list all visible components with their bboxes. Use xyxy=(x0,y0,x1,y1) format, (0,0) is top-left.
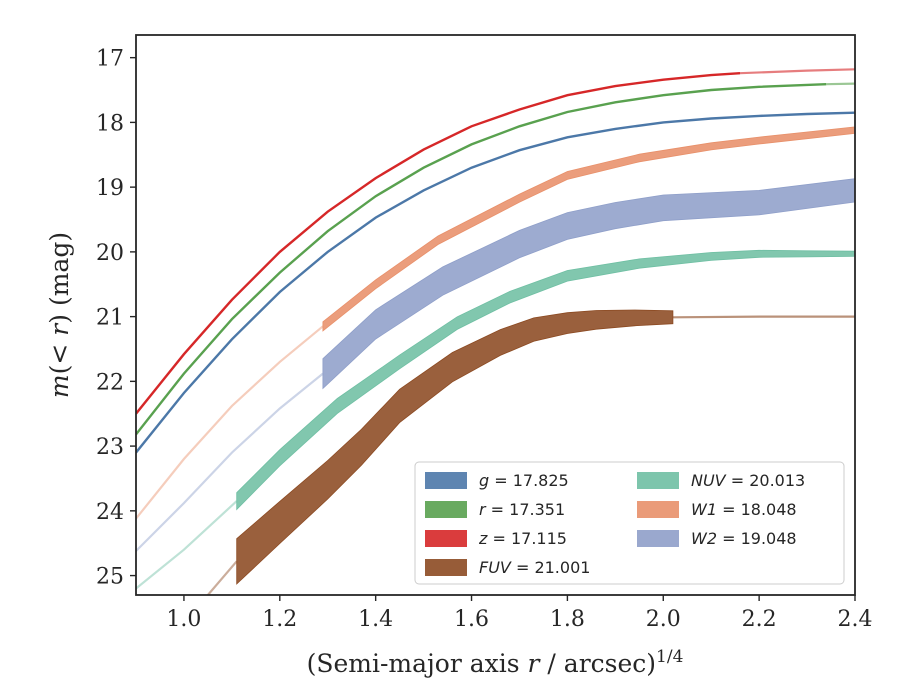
legend-swatch-w1 xyxy=(637,501,679,518)
r-series-faded-end xyxy=(826,82,855,86)
w1-series-faded-start xyxy=(136,325,324,520)
legend-swatch-g xyxy=(425,472,467,489)
w2-series-faded-start xyxy=(136,372,324,552)
w2-series-band xyxy=(322,178,855,390)
x-tick-label: 1.6 xyxy=(454,607,489,632)
plot-frame xyxy=(135,34,856,596)
legend-swatch-w2 xyxy=(637,530,679,547)
y-tick-label: 22 xyxy=(96,370,124,395)
legend-swatch-nuv xyxy=(637,472,679,489)
legend-label-r: r = 17.351 xyxy=(479,500,565,519)
y-tick-label: 24 xyxy=(96,500,124,525)
legend-box xyxy=(414,461,845,585)
legend-swatch-z xyxy=(425,530,467,547)
y-tick-label: 21 xyxy=(96,306,124,331)
x-tick-label: 1.4 xyxy=(358,607,393,632)
x-tick-label: 1.2 xyxy=(262,607,297,632)
nuv-series-band xyxy=(236,249,855,511)
x-tick-label: 1.8 xyxy=(550,607,585,632)
x-axis: 1.0 1.2 1.4 1.6 1.8 2.0 2.2 2.4 xyxy=(166,595,873,632)
legend-label-w1: W1 = 18.048 xyxy=(691,500,797,519)
y-tick-label: 18 xyxy=(96,111,124,136)
fuv-series-faded-end xyxy=(672,315,855,319)
x-tick-label: 2.0 xyxy=(646,607,681,632)
r-series-line xyxy=(136,83,827,436)
z-series-line xyxy=(136,72,741,415)
y-tick-label: 23 xyxy=(96,435,124,460)
x-tick-label: 1.0 xyxy=(166,607,201,632)
legend-label-z: z = 17.115 xyxy=(478,529,567,548)
nuv-series-faded-start xyxy=(136,500,238,590)
x-tick-label: 2.4 xyxy=(838,607,873,632)
y-tick-label: 17 xyxy=(96,47,124,72)
plot-area xyxy=(136,68,855,595)
legend-label-g: g = 17.825 xyxy=(479,471,569,490)
legend-label-w2: W2 = 19.048 xyxy=(691,529,797,548)
x-tick-label: 2.2 xyxy=(742,607,777,632)
legend-label-nuv: NUV = 20.013 xyxy=(691,471,805,490)
y-axis-label: m(< r) (mag) xyxy=(45,232,74,398)
y-tick-label: 25 xyxy=(96,565,124,590)
legend-swatch-fuv xyxy=(425,559,467,576)
y-tick-label: 19 xyxy=(96,176,124,201)
g-series-line xyxy=(136,111,855,454)
legend-label-fuv: FUV = 21.001 xyxy=(479,558,590,577)
y-axis: 17 18 19 20 21 22 23 24 25 xyxy=(96,47,136,590)
fuv-series-faded-start xyxy=(207,560,238,595)
w1-series-band xyxy=(322,126,855,332)
legend: g = 17.825 r = 17.351 z = 17.115 FUV = 21.0… xyxy=(414,461,845,585)
x-axis-label: (Semi-major axis r / arcsec)1/4 xyxy=(307,647,684,678)
fuv-series-band xyxy=(236,309,674,585)
legend-swatch-r xyxy=(425,501,467,518)
z-series-faded-end xyxy=(739,68,855,75)
y-tick-label: 20 xyxy=(96,241,124,266)
